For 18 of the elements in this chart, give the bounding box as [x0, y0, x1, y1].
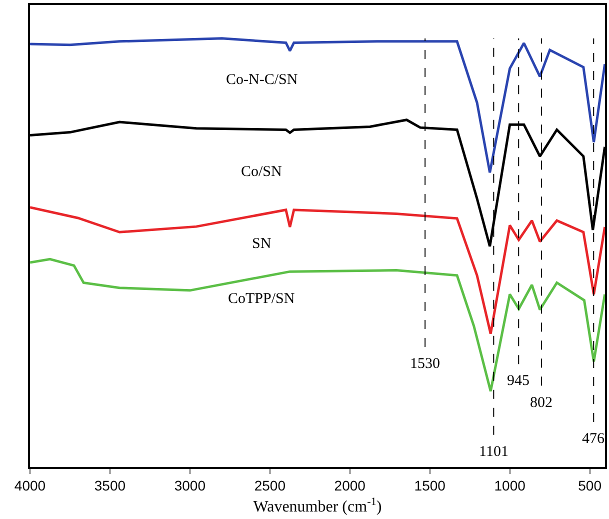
x-tick-label: 1500: [414, 478, 446, 494]
x-tick-label: 3500: [94, 478, 126, 494]
series-label: Co-N-C/SN: [226, 72, 298, 88]
ref-line-label: 1101: [479, 444, 508, 460]
x-tick-label: 1000: [494, 478, 526, 494]
x-tick-label: 500: [578, 478, 602, 494]
series-label: CoTPP/SN: [228, 291, 295, 307]
x-tick-label: 4000: [14, 478, 46, 494]
x-tick-label: 2500: [254, 478, 286, 494]
x-tick-label: 2000: [334, 478, 366, 494]
x-axis-title: Wavenumber (cm$^{-1}$): [253, 496, 382, 516]
ref-line-label: 476: [582, 431, 605, 447]
ref-line-label: 802: [530, 395, 552, 411]
ref-line-label: 1530: [410, 356, 440, 372]
x-tick-label: 3000: [174, 478, 206, 494]
text: Co/SN: [241, 164, 282, 180]
series-label: SN: [252, 236, 272, 252]
ref-line-label: 945: [507, 373, 530, 389]
